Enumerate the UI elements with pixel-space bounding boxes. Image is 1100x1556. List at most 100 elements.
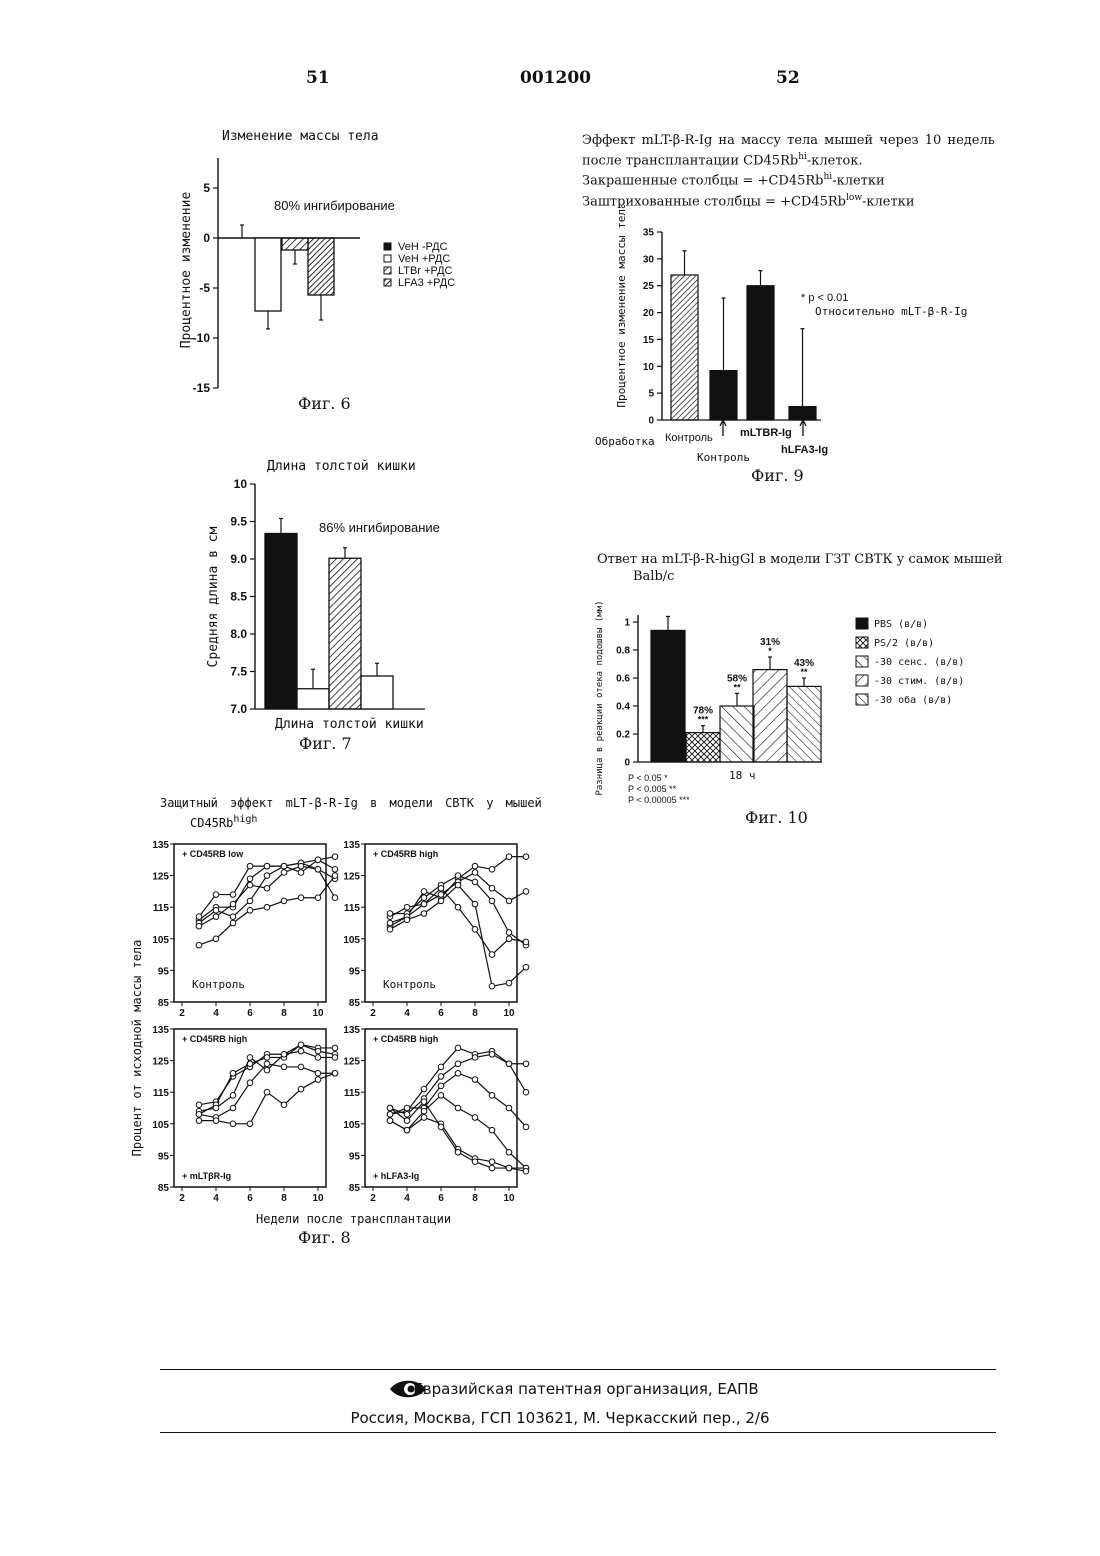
fig8-panel-0-series-2-point-5 bbox=[281, 863, 287, 869]
fig8-panel-1-ytick-label-4: 95 bbox=[349, 966, 361, 977]
fig8-panel-3-series-1-point-7 bbox=[506, 1061, 512, 1067]
fig10-caption: Ответ на mLT-β-R-higGl в модели ГЗТ СВТК… bbox=[597, 551, 1003, 585]
fig8-panel-2-series-2-point-1 bbox=[213, 1105, 219, 1111]
fig6-y-axis-tick-label-0: 5 bbox=[203, 181, 210, 195]
fig10-legend-swatch-2 bbox=[856, 656, 868, 667]
fig9-caption-line2-pre: после трансплантации CD45Rb bbox=[582, 153, 798, 168]
fig7-annotation: 86% ингибирование bbox=[319, 520, 440, 535]
fig8-panel-1-series-4-point-2 bbox=[421, 911, 427, 917]
fig8-panel-0-series-4-point-3 bbox=[247, 908, 253, 914]
fig8-panel-3: 1351251151059585246810+ CD45RB high+ hLF… bbox=[343, 1025, 528, 1204]
fig8-panel-0-xtick-label-4: 10 bbox=[312, 1008, 324, 1019]
fig8-panel-3-ytick-label-0: 135 bbox=[343, 1025, 360, 1036]
fig8-panel-1-series-2-point-7 bbox=[506, 930, 512, 936]
fig8-label: Фиг. 8 bbox=[298, 1228, 351, 1247]
fig8-panel-3-series-0-point-4 bbox=[455, 1045, 461, 1051]
fig8-panel-3-xtick-label-1: 4 bbox=[404, 1193, 410, 1204]
fig8-panel-1-series-3-point-7 bbox=[506, 936, 512, 942]
fig8-panel-0-series-1-point-7 bbox=[315, 857, 321, 863]
fig10-y-axis-tick-label-4: 0.2 bbox=[616, 730, 630, 741]
figure-7: Длина толстой кишки Средняя длина в см 1… bbox=[195, 452, 475, 742]
fig8-panel-3-series-5-point-4 bbox=[455, 1149, 461, 1155]
fig8-panel-0-series-4-point-8 bbox=[332, 873, 338, 879]
fig8-panel-1-xtick-label-3: 8 bbox=[472, 1008, 478, 1019]
fig8-panel-2-series-3-point-0 bbox=[196, 1112, 202, 1118]
fig9-caption: Эффект mLT-β-R-Ig на массу тела мышей че… bbox=[582, 132, 995, 210]
fig8-panel-1-series-0-point-8 bbox=[523, 854, 529, 860]
fig9-caption-line2-post: -клеток. bbox=[807, 153, 863, 168]
fig8-panel-0-series-3-point-7 bbox=[315, 866, 321, 872]
fig9-bar-2 bbox=[747, 286, 774, 420]
fig8-panel-1-series-1-point-5 bbox=[472, 870, 478, 876]
fig8-panel-1-series-1-point-8 bbox=[523, 889, 529, 895]
fig8-panel-3-series-2-point-3 bbox=[438, 1083, 444, 1089]
fig6-bar-1 bbox=[255, 238, 281, 311]
fig8-panel-2: 1351251151059585246810+ CD45RB high+ mLT… bbox=[152, 1025, 337, 1204]
fig8-panel-0-xtick-label-2: 6 bbox=[247, 1008, 253, 1019]
fig8-panel-0-xtick-label-1: 4 bbox=[213, 1008, 219, 1019]
fig9-bar-0 bbox=[671, 275, 698, 420]
fig8-panel-3-note: + hLFA3-Ig bbox=[373, 1171, 419, 1181]
fig9-significance: * p < 0.01 bbox=[801, 292, 848, 304]
fig8-panel-3-ytick-label-2: 115 bbox=[344, 1088, 361, 1099]
fig8-panel-2-note: + mLTβR-Ig bbox=[182, 1171, 231, 1181]
fig7-bar-0 bbox=[265, 534, 297, 710]
fig8-panel-2-ytick-label-0: 135 bbox=[152, 1025, 169, 1036]
fig8-panel-1-series-4-point-7 bbox=[506, 980, 512, 986]
fig8-panel-2-ytick-label-4: 95 bbox=[158, 1151, 170, 1162]
fig8-panel-0-series-1-point-1 bbox=[213, 892, 219, 898]
fig8-panel-0-ytick-label-0: 135 bbox=[152, 840, 169, 851]
fig9-label: Фиг. 9 bbox=[751, 466, 804, 485]
fig9-category-1: Контроль bbox=[697, 451, 750, 464]
fig8-panel-0-ytick-label-4: 95 bbox=[158, 966, 170, 977]
fig8-panel-3-series-3-point-3 bbox=[438, 1093, 444, 1099]
fig7-y-axis-tick-label-5: 7.5 bbox=[230, 665, 247, 679]
fig10-bar-3 bbox=[753, 670, 787, 762]
fig10-y-axis-tick-label-5: 0 bbox=[624, 758, 630, 769]
fig7-y-axis-tick-label-4: 8.0 bbox=[230, 627, 247, 641]
fig8-panel-0-ytick-label-3: 105 bbox=[152, 935, 169, 946]
fig8-panel-3-series-0-point-3 bbox=[438, 1064, 444, 1070]
fig8-panel-1-series-3-point-8 bbox=[523, 939, 529, 945]
fig10-y-axis-tick-label-0: 1 bbox=[624, 618, 630, 629]
fig8-panel-2-xtick-label-3: 8 bbox=[281, 1193, 287, 1204]
fig8-panel-2-ytick-label-5: 85 bbox=[158, 1183, 170, 1194]
fig7-x-label: Длина толстой кишки bbox=[275, 717, 424, 732]
fig6-legend-swatch-1 bbox=[384, 255, 391, 262]
fig8-panel-0-series-3-point-6 bbox=[298, 863, 304, 869]
footer-bottom-rule bbox=[160, 1432, 996, 1433]
fig6-y-axis-tick-label-3: -10 bbox=[193, 331, 211, 345]
fig8-panel-1-series-1-point-7 bbox=[506, 898, 512, 904]
fig8-panel-3-ytick-label-5: 85 bbox=[349, 1183, 361, 1194]
fig6-bars bbox=[240, 225, 334, 329]
fig8-panel-2-series-4-point-0 bbox=[196, 1118, 202, 1124]
fig9-caption-line3-sup: hi bbox=[824, 172, 833, 182]
fig8-panel-1: 1351251151059585246810+ CD45RB highКонтр… bbox=[343, 840, 528, 1019]
fig8-panel-2-series-4-point-7 bbox=[315, 1077, 321, 1083]
fig8-panel-2-series-4-point-3 bbox=[247, 1121, 253, 1127]
fig8-panel-0: 1351251151059585246810+ CD45RB lowКонтро… bbox=[152, 840, 337, 1019]
fig8-panel-1-series-4-point-0 bbox=[387, 927, 393, 933]
fig8-panel-3-series-3-point-4 bbox=[455, 1105, 461, 1111]
fig6-y-axis-tick-label-4: -15 bbox=[193, 381, 211, 395]
fig6-legend-swatch-2 bbox=[384, 267, 391, 274]
fig8-panel-1-series-4-point-4 bbox=[455, 882, 461, 888]
fig8-panel-3-series-5-point-8 bbox=[523, 1168, 529, 1174]
fig8-panel-1-series-0 bbox=[390, 857, 526, 927]
fig10-legend: PBS (в/в)PS/2 (в/в)-30 сенс. (в/в)-30 ст… bbox=[856, 618, 964, 706]
fig8-panel-3-series-1-point-5 bbox=[472, 1055, 478, 1061]
fig8-panel-1-series-4-point-8 bbox=[523, 964, 529, 970]
figure-6: Изменение массы тела Процентное изменени… bbox=[160, 120, 560, 430]
fig9-y-axis-tick-label-1: 30 bbox=[643, 254, 655, 265]
fig6-y-axis-tick-label-1: 0 bbox=[203, 231, 210, 245]
fig6-label: Фиг. 6 bbox=[298, 394, 351, 413]
fig8-panel-0-series-4-point-6 bbox=[298, 895, 304, 901]
fig8-panel-3-series-1-point-3 bbox=[438, 1074, 444, 1080]
fig6-legend-label-3: LFA3 +РДС bbox=[398, 277, 455, 289]
fig6-legend: VeH -РДСVeH +РДСLTBr +РДСLFA3 +РДС bbox=[384, 241, 455, 289]
fig6-legend-label-2: LTBr +РДС bbox=[398, 265, 453, 277]
fig9-bar-1 bbox=[710, 371, 737, 420]
fig8-panel-3-ytick-label-1: 125 bbox=[343, 1057, 360, 1068]
fig8-panel-3-series-2-point-6 bbox=[489, 1093, 495, 1099]
fig8-panel-1-series-2-point-4 bbox=[455, 873, 461, 879]
